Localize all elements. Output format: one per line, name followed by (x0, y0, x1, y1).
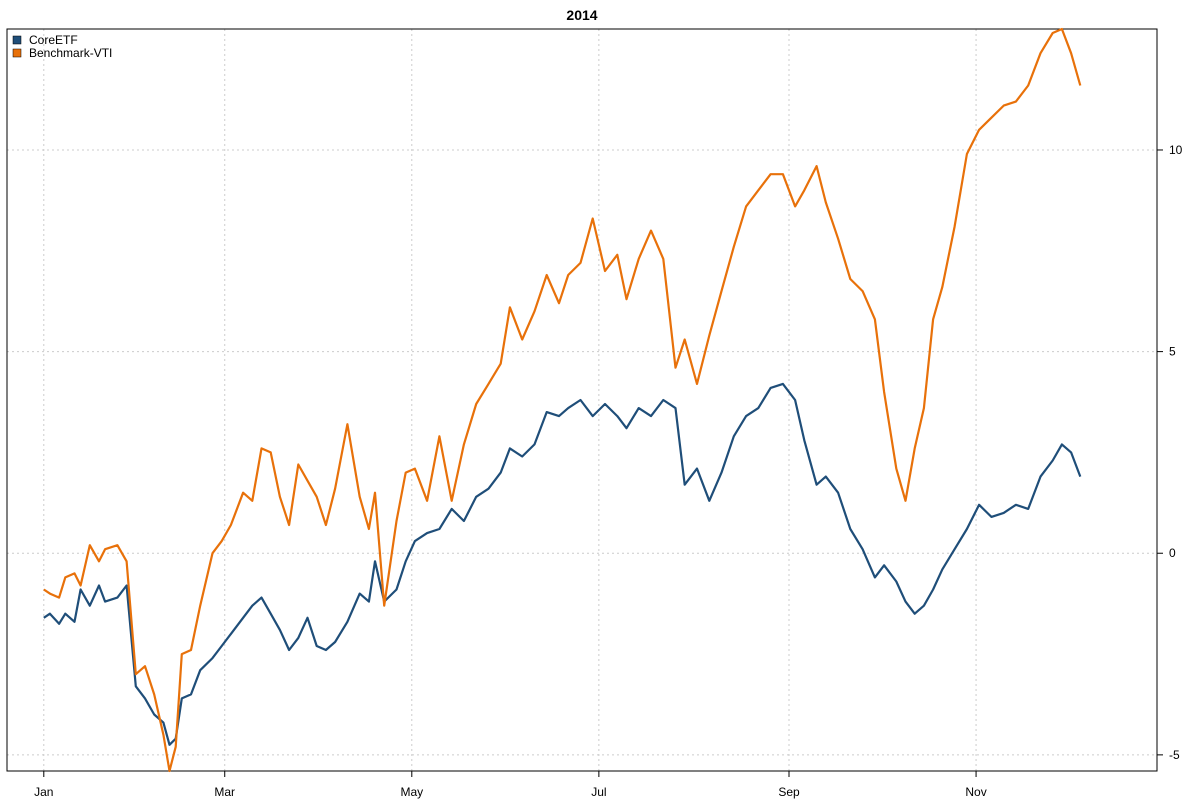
series-layer (43, 27, 1082, 773)
legend-label: Benchmark-VTI (29, 46, 112, 60)
x-tick-label: Nov (965, 785, 986, 799)
x-tick-label: Sep (778, 785, 800, 799)
legend-swatch (12, 48, 22, 58)
y-tick-label: 10 (1169, 143, 1183, 157)
chart-grid (7, 29, 1157, 771)
plot-frame (6, 28, 1158, 772)
series-line-benchmark-vti (43, 27, 1082, 773)
x-tick-label: May (400, 785, 423, 799)
y-tick-label: -5 (1169, 748, 1180, 762)
series-line-coreetf (43, 382, 1082, 746)
x-tick-label: Jan (34, 785, 53, 799)
chart-title: 2014 (566, 7, 597, 23)
y-tick-label: 0 (1169, 546, 1176, 560)
y-axis: -5 0 5 10 (1157, 143, 1183, 762)
x-tick-label: Jul (591, 785, 606, 799)
legend-swatch (12, 35, 22, 45)
legend-label: CoreETF (29, 33, 78, 47)
y-tick-label: 5 (1169, 345, 1176, 359)
x-tick-label: Mar (214, 785, 235, 799)
x-axis: Jan Mar May Jul Sep Nov (34, 771, 987, 799)
